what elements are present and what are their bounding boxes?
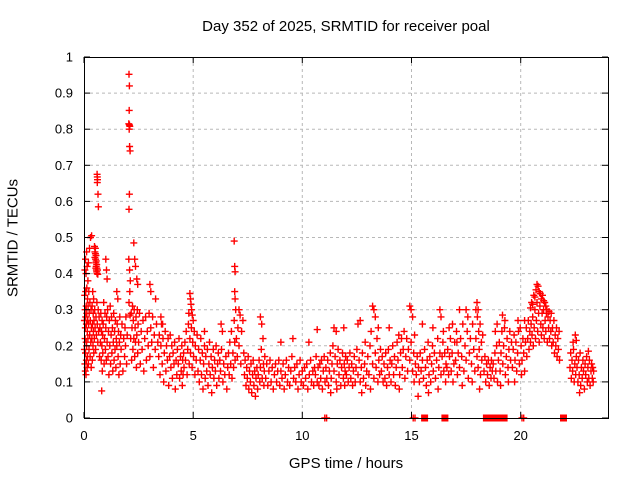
- axis-ticks: [83, 56, 608, 419]
- y-tick-label: 0.7: [55, 158, 73, 173]
- scatter-points-srmtid: [80, 70, 598, 400]
- y-tick-label: 1: [66, 50, 73, 65]
- y-tick-label: 0.1: [55, 374, 73, 389]
- y-tick-label: 0.5: [55, 230, 73, 245]
- x-tick-label: 10: [295, 428, 309, 443]
- y-tick-label: 0.4: [55, 266, 73, 281]
- chart-title: Day 352 of 2025, SRMTID for receiver poa…: [202, 18, 490, 35]
- x-tick-label: 0: [80, 428, 87, 443]
- tick-labels: 0 5 10 15 20 0 0.1 0.2 0.3 0.4 0.5 0.6 0.7 0.8 0.9 1: [55, 50, 528, 444]
- x-axis-label: GPS time / hours: [288, 455, 404, 472]
- y-tick-label: 0.9: [55, 86, 73, 101]
- x-tick-label: 20: [513, 428, 527, 443]
- y-tick-label: 0: [66, 411, 73, 426]
- y-tick-label: 0.8: [55, 122, 73, 137]
- y-tick-label: 0.2: [55, 338, 73, 353]
- y-tick-label: 0.3: [55, 302, 73, 317]
- y-tick-label: 0.6: [55, 194, 73, 209]
- x-tick-label: 5: [190, 428, 197, 443]
- x-tick-label: 15: [404, 428, 418, 443]
